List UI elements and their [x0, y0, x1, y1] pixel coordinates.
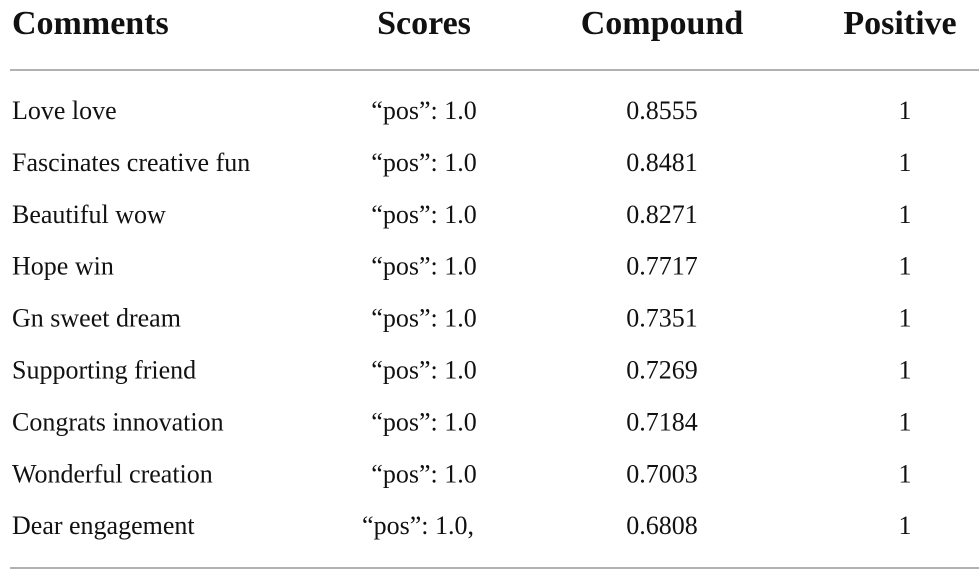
- table-cell: 1: [899, 511, 912, 540]
- table-cell: 1: [899, 200, 912, 229]
- table-cell: “pos”: 1.0: [371, 407, 476, 436]
- table-cell: 1: [899, 304, 912, 333]
- table-cell: 1: [899, 252, 912, 281]
- table-cell: Fascinates creative fun: [12, 148, 250, 177]
- table-cell: 0.7351: [626, 304, 698, 333]
- table-cell: 0.8481: [626, 148, 698, 177]
- table-cell: 0.7003: [626, 459, 698, 488]
- table-cell: Beautiful wow: [12, 200, 166, 229]
- table-cell: “pos”: 1.0: [371, 96, 476, 125]
- table-cell: 1: [899, 96, 912, 125]
- table-cell: 0.8555: [626, 96, 698, 125]
- table-cell: 0.7184: [626, 407, 698, 436]
- table-cell: “pos”: 1.0: [371, 200, 476, 229]
- table-cell: 0.7269: [626, 355, 698, 384]
- table-cell: Gn sweet dream: [12, 304, 181, 333]
- table-cell: “pos”: 1.0: [371, 148, 476, 177]
- column-header: Scores: [377, 5, 471, 42]
- table-cell: 1: [899, 407, 912, 436]
- column-header: Comments: [12, 5, 169, 42]
- table-cell: Congrats innovation: [12, 407, 224, 436]
- column-header: Compound: [581, 5, 744, 42]
- table-cell: Supporting friend: [12, 355, 196, 384]
- table-cell: Hope win: [12, 252, 114, 281]
- table-cell: Wonderful creation: [12, 459, 213, 488]
- table-cell: 0.7717: [626, 252, 698, 281]
- table-cell: “pos”: 1.0: [371, 252, 476, 281]
- table-cell: “pos”: 1.0: [371, 304, 476, 333]
- table-cell: 0.6808: [626, 511, 698, 540]
- table-cell: “pos”: 1.0: [371, 459, 476, 488]
- table-cell: Love love: [12, 96, 117, 125]
- column-header: Positive: [843, 5, 956, 42]
- table-cell: 1: [899, 148, 912, 177]
- table-cell: “pos”: 1.0,: [362, 511, 474, 540]
- table-cell: 0.8271: [626, 200, 698, 229]
- table-cell: “pos”: 1.0: [371, 355, 476, 384]
- table-cell: 1: [899, 459, 912, 488]
- table-cell: Dear engagement: [12, 511, 195, 540]
- table-cell: 1: [899, 355, 912, 384]
